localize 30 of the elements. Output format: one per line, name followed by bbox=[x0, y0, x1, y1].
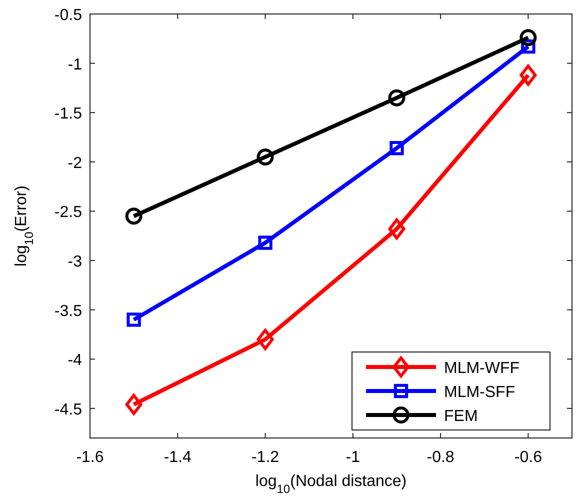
y-tick-label: -2.5 bbox=[54, 204, 82, 222]
point bbox=[126, 312, 141, 327]
x-tick-label: -1.2 bbox=[251, 449, 280, 466]
point bbox=[258, 236, 272, 250]
x-tick-label: -0.8 bbox=[426, 449, 454, 466]
y-tick-label: -3 bbox=[68, 254, 82, 271]
y-tick-label: -3.5 bbox=[54, 302, 82, 320]
point bbox=[520, 29, 537, 46]
y-tick-label: -2 bbox=[68, 154, 82, 172]
y-tick-label: -1.5 bbox=[54, 106, 82, 123]
x-axis-title: log$_{10}$(Nodal distance) bbox=[255, 473, 407, 496]
point bbox=[520, 64, 537, 86]
y-tick-label: -4.5 bbox=[54, 401, 82, 418]
point bbox=[256, 328, 274, 350]
legend-label: MLM-WFF bbox=[444, 360, 520, 377]
point bbox=[125, 394, 142, 416]
x-tick-label: -1 bbox=[346, 449, 360, 466]
x-tick-label: -0.6 bbox=[514, 449, 542, 466]
legend-label: FEM bbox=[444, 408, 478, 425]
point bbox=[125, 208, 142, 225]
legend-label: MLM-SFF bbox=[444, 384, 516, 401]
point bbox=[390, 141, 404, 156]
point bbox=[388, 89, 406, 106]
point bbox=[388, 218, 406, 240]
point bbox=[256, 148, 274, 166]
x-tick-label: -1.6 bbox=[76, 449, 104, 466]
y-tick-label: -0.5 bbox=[54, 7, 82, 24]
y-tick-label: -1 bbox=[68, 56, 82, 74]
x-tick-label: -1.4 bbox=[164, 449, 192, 466]
y-tick-label: -4 bbox=[68, 352, 82, 370]
